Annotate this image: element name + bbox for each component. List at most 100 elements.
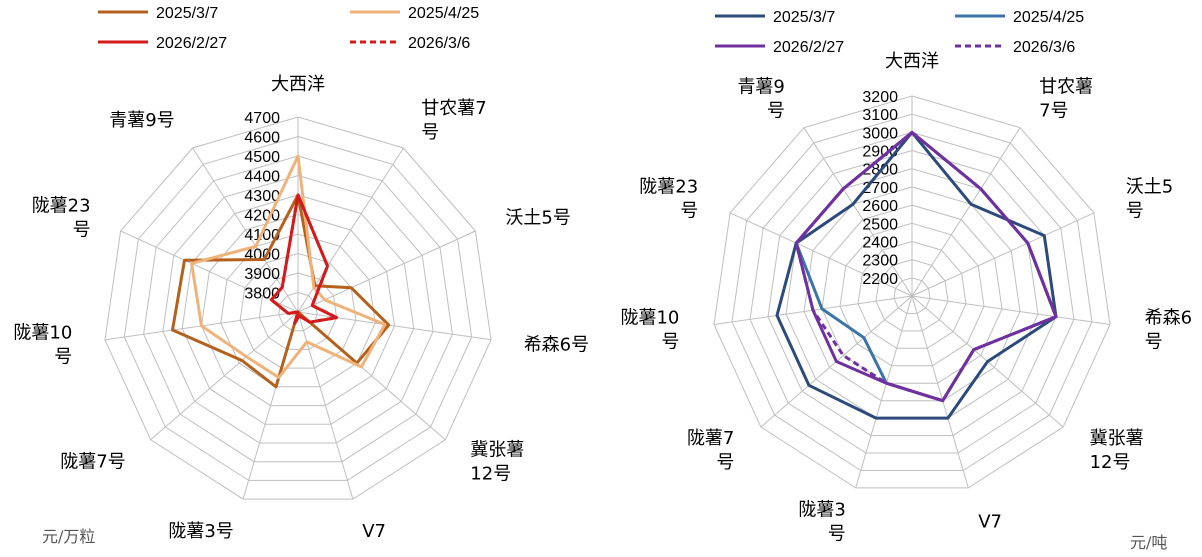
- grid-ring: [767, 149, 1057, 437]
- grid-ring: [143, 155, 453, 463]
- legend-label: 2025/3/7: [773, 9, 835, 26]
- category-label: 陇薯3号: [168, 521, 233, 542]
- unit-label: 元/吨: [1130, 533, 1167, 552]
- grid-ring: [239, 252, 357, 369]
- grid-ring: [713, 95, 1111, 489]
- category-label: V7: [978, 512, 1002, 533]
- grid-ring: [162, 174, 434, 444]
- category-label: 甘农薯7: [421, 98, 486, 119]
- legend-label: 2025/4/25: [408, 5, 479, 22]
- tick-label: 3000: [862, 125, 898, 142]
- category-label: 号: [54, 346, 72, 367]
- grid-ring: [220, 233, 376, 388]
- grid-ring: [123, 135, 473, 481]
- left-radar-chart: 3800390040004100420043004400450046004700…: [13, 5, 589, 546]
- tick-label: 4300: [244, 188, 280, 205]
- legend-label: 2026/2/27: [773, 39, 844, 56]
- category-label: 冀张薯: [1090, 428, 1144, 449]
- category-label: 冀张薯: [470, 439, 524, 460]
- category-label: 希森6: [1145, 307, 1192, 328]
- category-label: 12号: [470, 463, 511, 484]
- tick-label: 2500: [862, 216, 898, 233]
- grid-spoke: [803, 127, 913, 297]
- series-line-3: [794, 130, 1058, 403]
- grid-spoke: [911, 295, 1111, 325]
- radar-grid: [104, 116, 492, 500]
- tick-label: 2200: [862, 271, 898, 288]
- grid-ring: [857, 240, 967, 349]
- category-label: V7: [362, 521, 386, 542]
- category-label: 12号: [1090, 452, 1131, 473]
- category-label: 陇薯10: [13, 322, 72, 343]
- legend-label: 2025/3/7: [156, 5, 218, 22]
- legend-label: 2026/2/27: [156, 35, 227, 52]
- legend-label: 2025/4/25: [1013, 9, 1084, 26]
- category-label: 陇薯23: [639, 176, 698, 197]
- tick-label: 2400: [862, 235, 898, 252]
- category-label: 号: [73, 219, 91, 240]
- category-label: 号: [1145, 331, 1163, 352]
- category-label: 沃土5号: [505, 207, 570, 228]
- tick-label: 4200: [244, 208, 280, 225]
- series-line-1: [190, 154, 387, 379]
- grid-spoke: [855, 295, 913, 489]
- grid-spoke: [297, 311, 492, 341]
- grid-spoke: [297, 230, 476, 313]
- grid-spoke: [911, 212, 1095, 297]
- radar-grid: [713, 95, 1111, 489]
- category-label: 大西洋: [271, 74, 325, 95]
- grid-ring: [875, 259, 949, 332]
- category-label: 号: [1126, 200, 1144, 221]
- tick-label: 2900: [862, 144, 898, 161]
- grid-spoke: [192, 147, 299, 313]
- grid-spoke: [120, 230, 299, 313]
- series-line-3: [269, 193, 339, 325]
- category-label: 希森6号: [524, 334, 589, 355]
- category-label: 甘农薯: [1039, 76, 1093, 97]
- grid-ring: [839, 222, 985, 367]
- category-label: 陇薯7: [687, 428, 734, 449]
- grid-ring: [749, 131, 1075, 454]
- unit-label: 元/万粒: [42, 527, 95, 546]
- tick-label: 2300: [862, 253, 898, 270]
- category-label: 陇薯3: [798, 500, 845, 521]
- category-label: 陇薯7号: [60, 451, 125, 472]
- tick-label: 4500: [244, 149, 280, 166]
- grid-spoke: [729, 212, 913, 297]
- grid-spoke: [911, 295, 969, 489]
- tick-label: 4600: [244, 130, 280, 147]
- tick-label: 4400: [244, 169, 280, 186]
- grid-ring: [803, 186, 1021, 402]
- category-label: 号: [828, 524, 846, 545]
- category-label: 号: [716, 452, 734, 473]
- right-radar-chart: 2200230024002500260027002800290030003100…: [620, 9, 1192, 552]
- tick-label: 3200: [862, 89, 898, 106]
- category-label: 沃土5: [1126, 176, 1173, 197]
- tick-label: 3900: [244, 266, 280, 283]
- legend: 2025/3/7 2025/4/25 2026/2/27 2026/3/6: [98, 5, 479, 52]
- tick-label: 2600: [862, 198, 898, 215]
- category-label: 青薯9: [737, 76, 784, 97]
- grid-ring: [104, 116, 492, 500]
- category-label: 陇薯23: [32, 195, 91, 216]
- series-line-0: [171, 193, 391, 389]
- category-label: 陇薯10: [620, 307, 679, 328]
- grid-ring: [731, 113, 1093, 471]
- grid-ring: [258, 272, 338, 350]
- category-label: 大西洋: [885, 51, 939, 72]
- grid-spoke: [150, 311, 299, 441]
- tick-label: 3100: [862, 107, 898, 124]
- grid-ring: [181, 194, 415, 425]
- tick-label: 4700: [244, 110, 280, 127]
- legend: 2025/3/7 2025/4/25 2026/2/27 2026/3/6: [715, 9, 1084, 56]
- category-label: 号: [421, 122, 439, 143]
- grid-spoke: [911, 127, 1021, 297]
- category-label: 号: [680, 200, 698, 221]
- legend-label: 2026/3/6: [408, 35, 470, 52]
- category-label: 7号: [1039, 100, 1068, 121]
- series-line-0: [775, 130, 1058, 420]
- category-label: 号: [661, 331, 679, 352]
- grid-ring: [821, 204, 1003, 384]
- category-label: 青薯9号: [109, 110, 174, 131]
